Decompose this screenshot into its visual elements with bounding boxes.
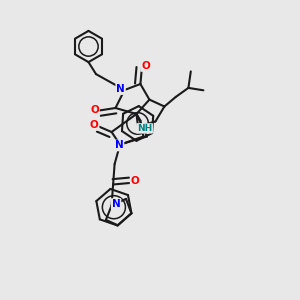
Text: NH: NH bbox=[137, 124, 152, 133]
Text: O: O bbox=[141, 61, 150, 71]
Text: N: N bbox=[112, 199, 121, 209]
Text: N: N bbox=[115, 140, 124, 151]
Text: N: N bbox=[116, 84, 125, 94]
Text: O: O bbox=[90, 105, 99, 115]
Text: O: O bbox=[90, 120, 99, 130]
Text: O: O bbox=[130, 176, 140, 187]
